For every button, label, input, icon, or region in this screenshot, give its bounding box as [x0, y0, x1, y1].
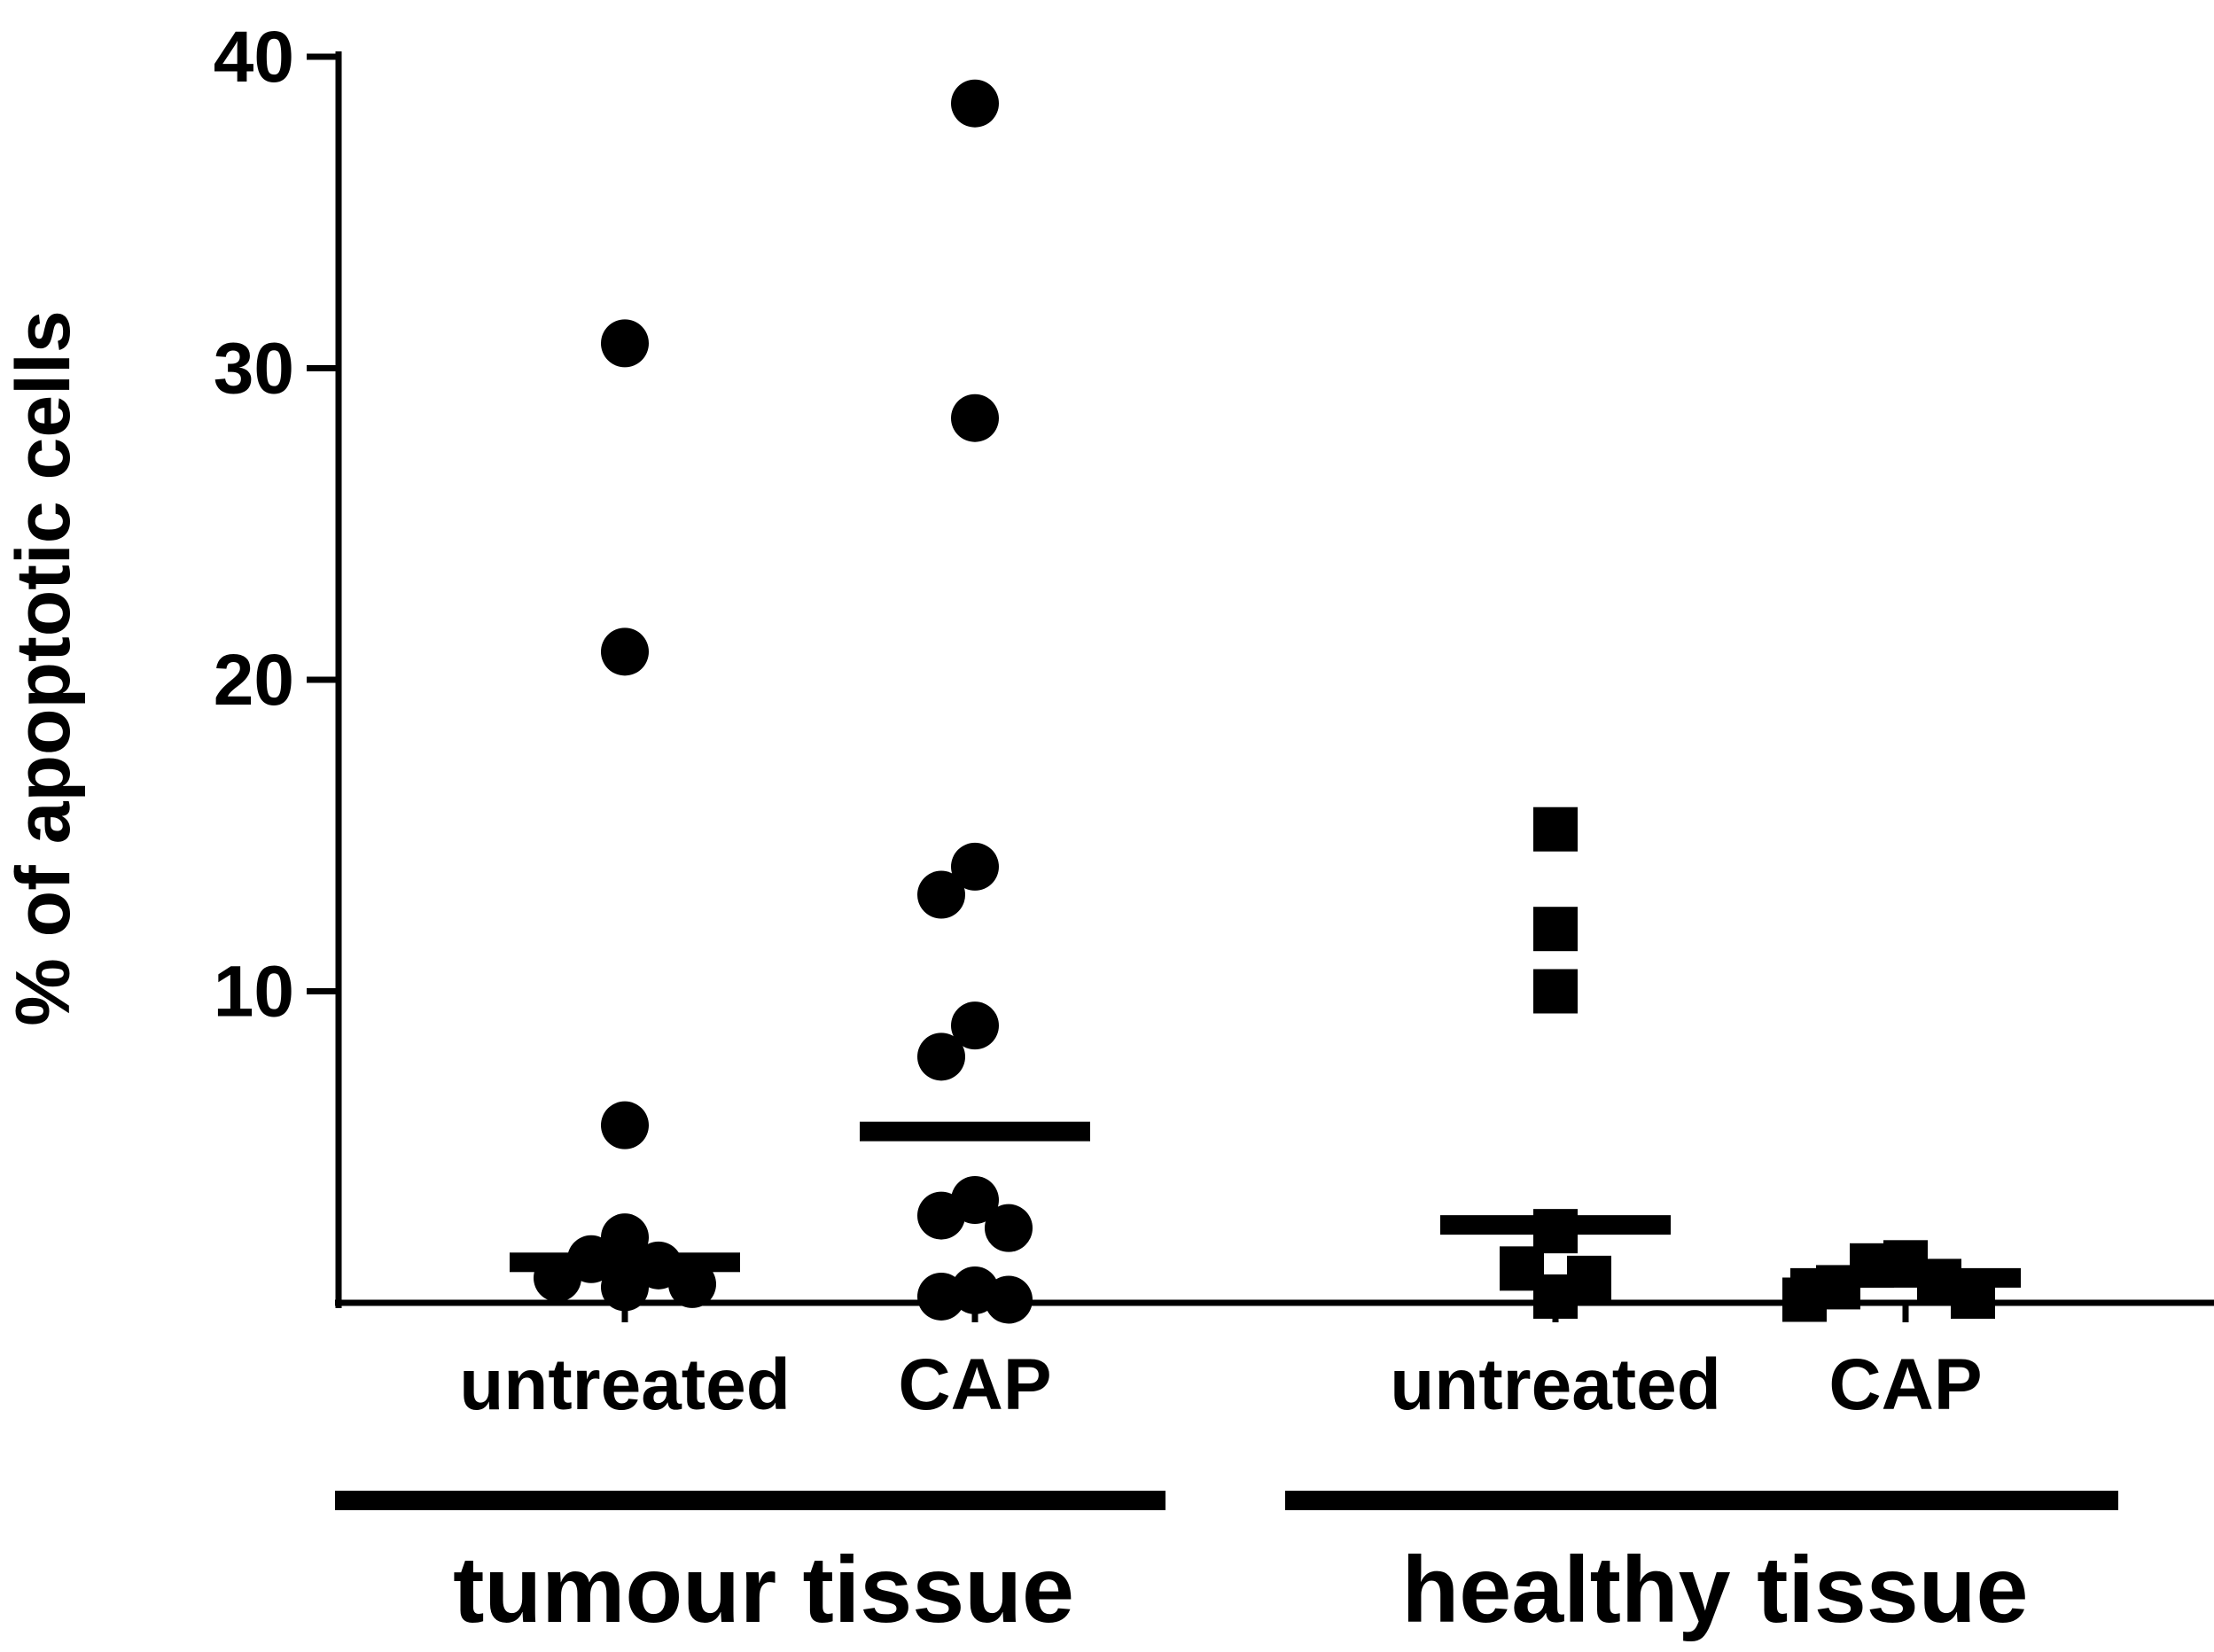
- y-axis-label: % of apoptotic cells: [1, 310, 86, 1026]
- group-label: healthy tissue: [1402, 1538, 2029, 1642]
- mean-bar: [510, 1252, 740, 1273]
- category-labels: untreated CAP untreated CAP: [459, 1344, 1982, 1425]
- data-point: [985, 1204, 1033, 1252]
- data-point: [601, 1263, 649, 1312]
- data-point: [668, 1259, 716, 1308]
- mean-bar: [1790, 1267, 2021, 1288]
- data-point: [951, 79, 999, 128]
- data-point: [917, 1191, 965, 1240]
- y-ticks: 10 20 30 40: [214, 17, 1909, 1322]
- y-tick-label: 20: [214, 640, 294, 721]
- y-tick-label: 10: [214, 952, 294, 1032]
- data-point: [985, 1275, 1033, 1324]
- y-tick-label: 30: [214, 329, 294, 409]
- mean-bar: [1440, 1215, 1671, 1235]
- group-label: tumour tissue: [453, 1538, 1074, 1642]
- category-label: untreated: [1390, 1344, 1721, 1425]
- data-points: [534, 79, 1995, 1324]
- data-point: [917, 1272, 965, 1321]
- category-label: CAP: [1828, 1344, 1982, 1425]
- data-point: [951, 842, 999, 891]
- data-point: [1533, 1274, 1578, 1319]
- mean-bar: [860, 1121, 1090, 1142]
- category-label: untreated: [459, 1344, 791, 1425]
- data-point: [1533, 807, 1578, 852]
- y-tick-label: 40: [214, 17, 294, 97]
- data-point: [1533, 907, 1578, 952]
- data-point: [951, 1001, 999, 1050]
- data-point: [917, 1032, 965, 1081]
- data-point: [951, 394, 999, 442]
- group-bracket: [335, 1491, 1165, 1510]
- data-point: [917, 870, 965, 919]
- data-point: [601, 627, 649, 676]
- data-point: [1533, 969, 1578, 1014]
- category-label: CAP: [898, 1344, 1051, 1425]
- data-point: [601, 319, 649, 368]
- group-labels: tumour tissue healthy tissue: [335, 1491, 2118, 1642]
- group-bracket: [1285, 1491, 2118, 1510]
- mean-bars: [510, 1121, 2021, 1288]
- data-point: [601, 1101, 649, 1149]
